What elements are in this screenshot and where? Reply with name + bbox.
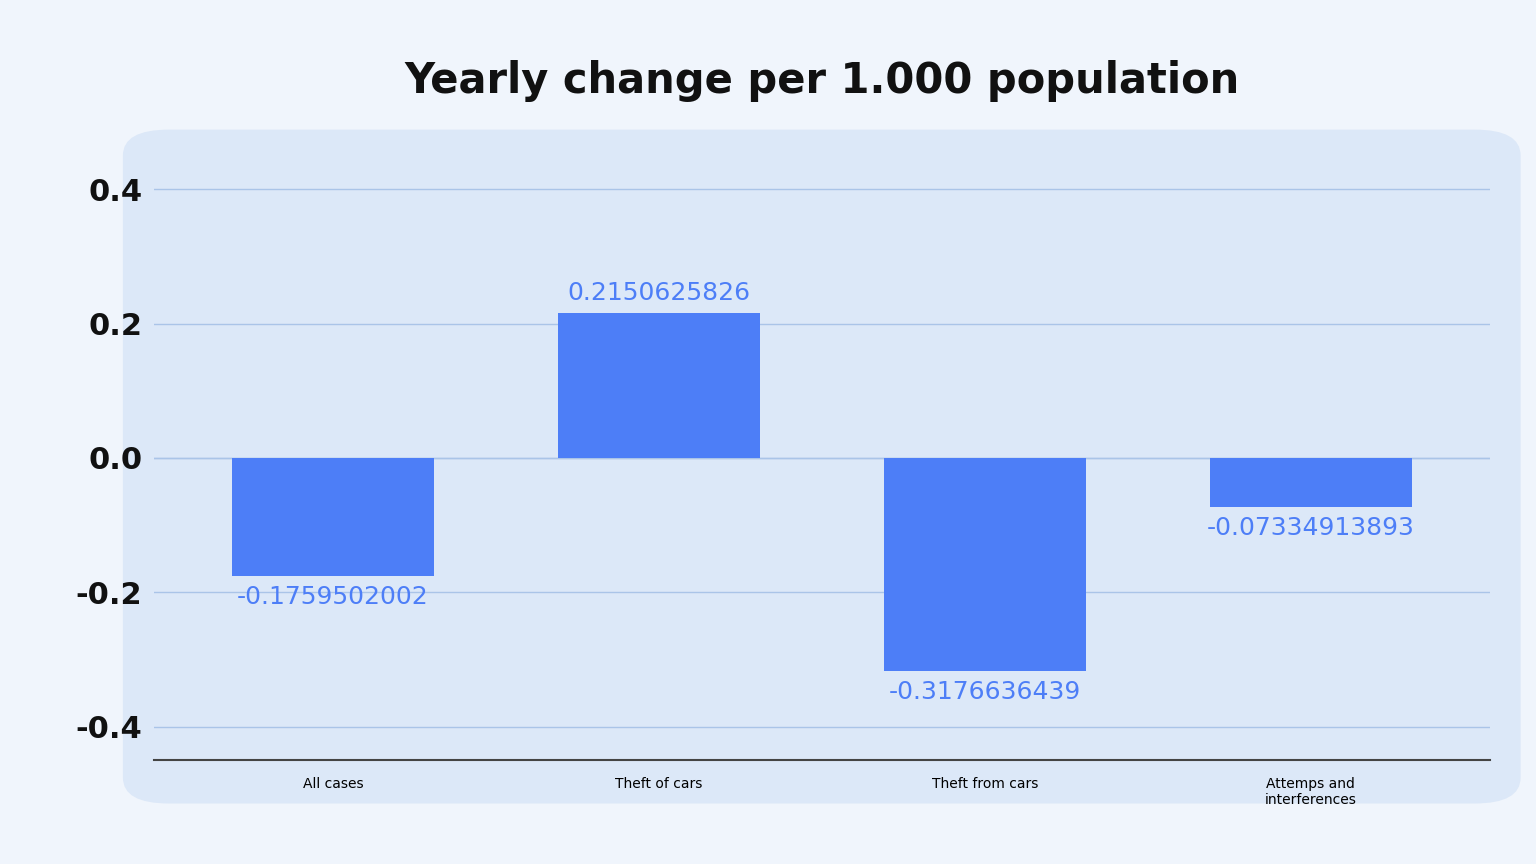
Bar xyxy=(232,458,433,576)
Text: -0.1759502002: -0.1759502002 xyxy=(237,585,429,609)
Text: 0.2150625826: 0.2150625826 xyxy=(567,281,751,305)
Text: -0.07334913893: -0.07334913893 xyxy=(1207,516,1415,540)
Text: -0.3176636439: -0.3176636439 xyxy=(889,680,1081,704)
Bar xyxy=(883,458,1086,671)
Text: Yearly change per 1.000 population: Yearly change per 1.000 population xyxy=(404,60,1240,103)
Bar xyxy=(558,314,760,458)
Bar xyxy=(1210,458,1412,507)
